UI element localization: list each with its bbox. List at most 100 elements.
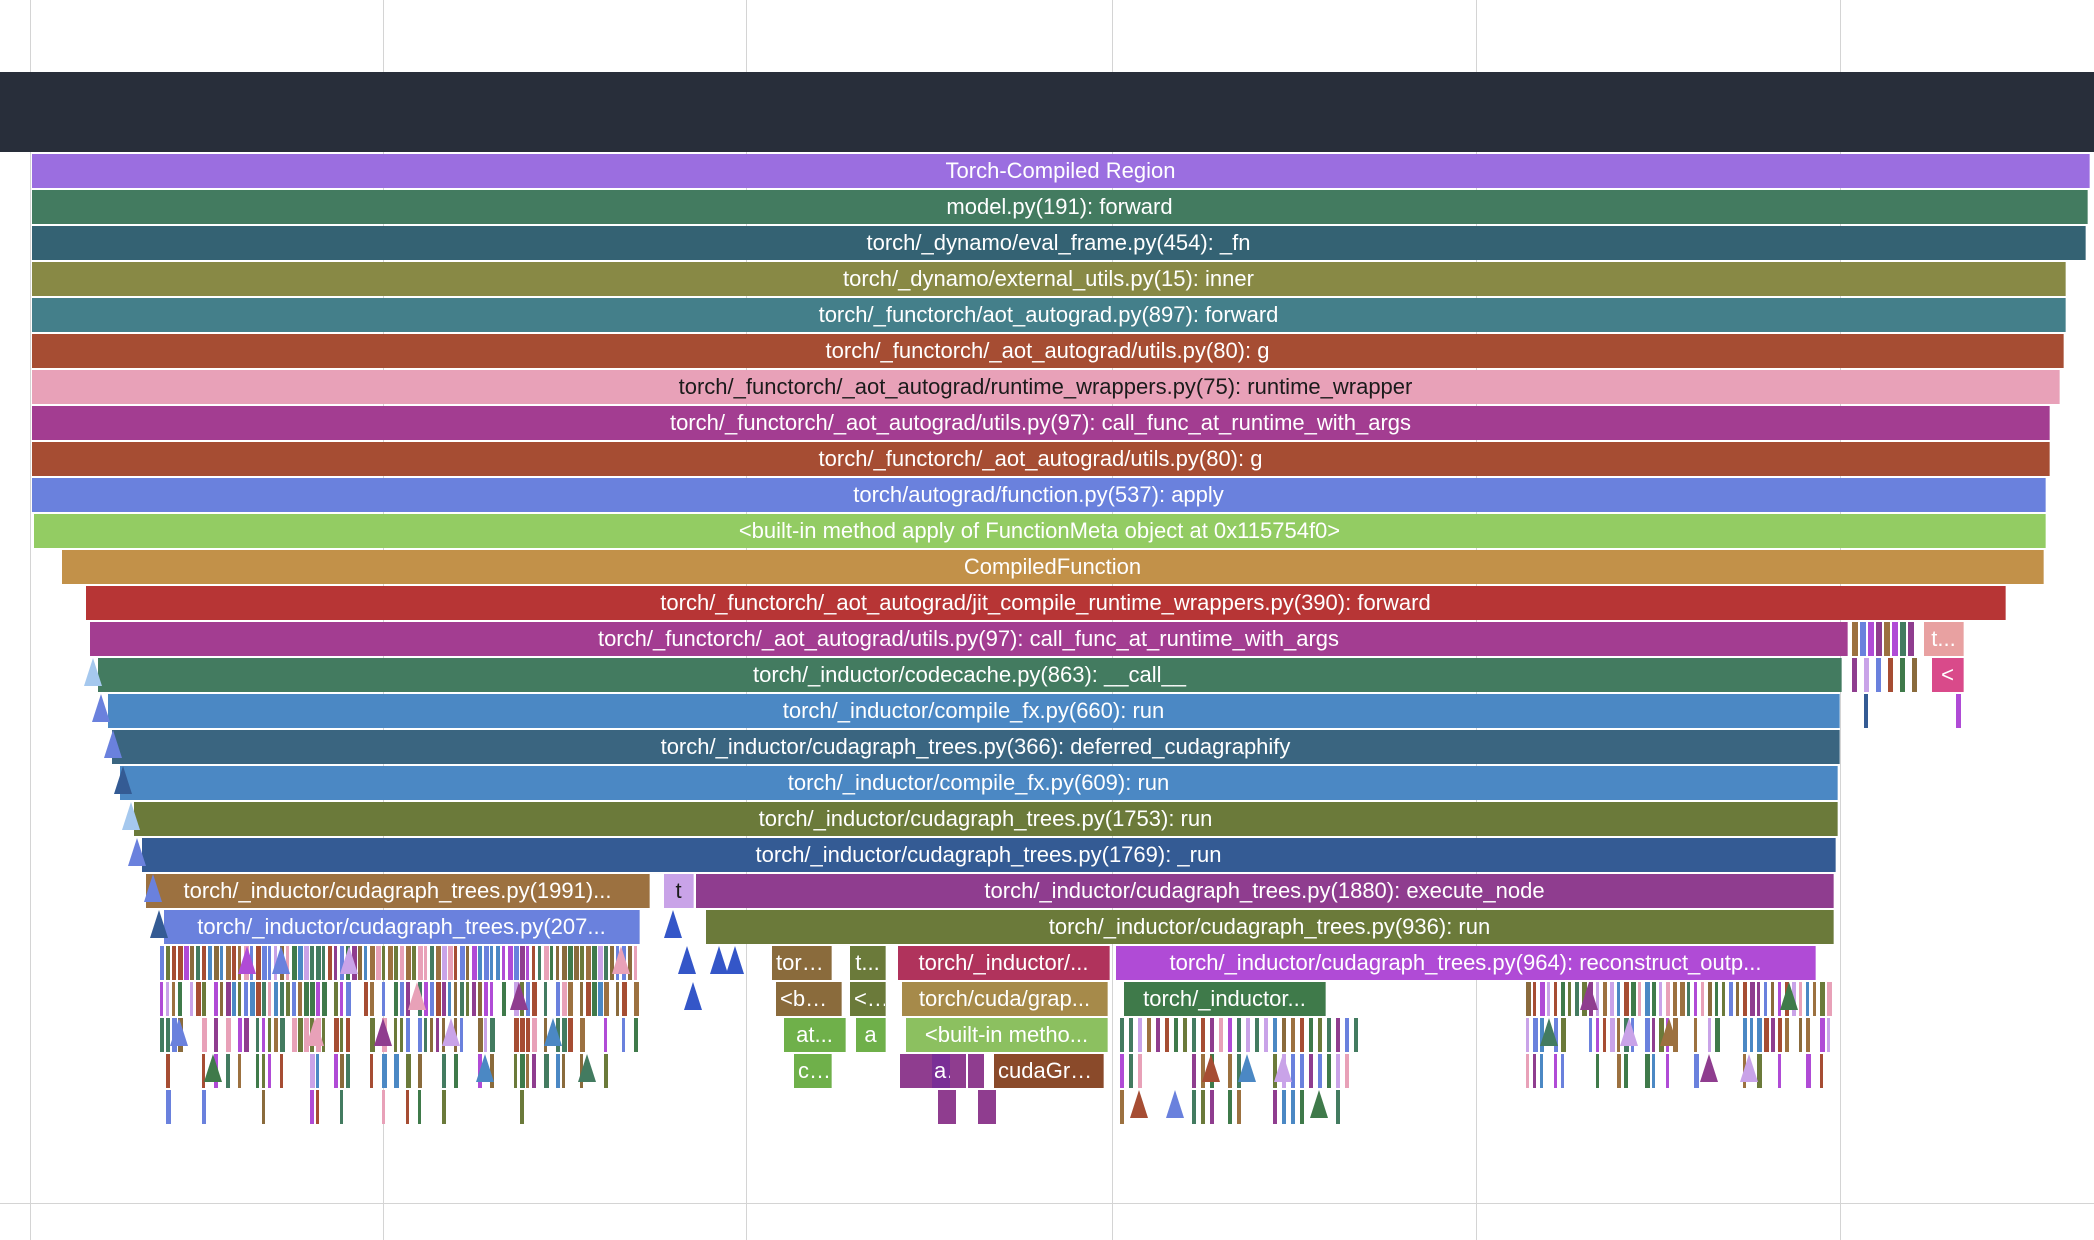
flame-sliver[interactable] xyxy=(382,1090,385,1124)
flame-frame[interactable]: torch/_inductor/cudagraph_trees.py(207..… xyxy=(164,910,640,944)
instant-event-marker[interactable] xyxy=(1274,1054,1292,1082)
flame-sliver[interactable] xyxy=(346,1054,350,1088)
flame-sliver[interactable] xyxy=(340,1018,343,1052)
flame-sliver[interactable] xyxy=(280,1054,283,1088)
flame-sliver[interactable] xyxy=(454,982,457,1016)
flame-sliver[interactable] xyxy=(370,946,375,980)
flame-sliver[interactable] xyxy=(406,1054,411,1088)
flame-frame[interactable]: < xyxy=(1932,658,1964,692)
flame-sliver[interactable] xyxy=(322,982,327,1016)
flame-sliver[interactable] xyxy=(1300,1054,1304,1088)
flame-sliver[interactable] xyxy=(202,982,206,1016)
flame-sliver[interactable] xyxy=(526,1054,529,1088)
flame-sliver[interactable] xyxy=(1291,1054,1295,1088)
flame-sliver[interactable] xyxy=(424,1018,427,1052)
flame-sliver[interactable] xyxy=(304,946,309,980)
flame-sliver[interactable] xyxy=(586,982,591,1016)
flame-sliver[interactable] xyxy=(1736,982,1739,1016)
flame-sliver[interactable] xyxy=(430,1018,433,1052)
flame-sliver[interactable] xyxy=(358,946,362,980)
flame-sliver[interactable] xyxy=(562,946,567,980)
flame-frame[interactable]: torch/_inductor/cudagraph_trees.py(1880)… xyxy=(696,874,1834,908)
flame-sliver[interactable] xyxy=(490,1018,495,1052)
flame-sliver[interactable] xyxy=(388,946,393,980)
flame-frame[interactable]: cudaGra... xyxy=(994,1054,1104,1088)
flame-sliver[interactable] xyxy=(1219,1018,1223,1052)
flame-sliver[interactable] xyxy=(1764,1018,1769,1052)
flame-sliver[interactable] xyxy=(292,946,297,980)
flame-sliver[interactable] xyxy=(220,982,223,1016)
flame-sliver[interactable] xyxy=(1701,982,1704,1016)
flame-frame[interactable]: torch/_functorch/_aot_autograd/utils.py(… xyxy=(32,334,2064,368)
flame-sliver[interactable] xyxy=(1210,1090,1214,1124)
instant-event-marker[interactable] xyxy=(1238,1054,1256,1082)
flame-sliver[interactable] xyxy=(1533,1054,1536,1088)
flame-sliver[interactable] xyxy=(340,1054,344,1088)
flame-sliver[interactable] xyxy=(466,946,469,980)
flame-sliver[interactable] xyxy=(166,1090,171,1124)
flame-sliver[interactable] xyxy=(460,982,464,1016)
flame-sliver[interactable] xyxy=(968,1054,984,1088)
flame-sliver[interactable] xyxy=(484,946,489,980)
instant-event-marker[interactable] xyxy=(104,730,122,758)
instant-event-marker[interactable] xyxy=(678,946,696,974)
flame-sliver[interactable] xyxy=(1237,1018,1241,1052)
flame-sliver[interactable] xyxy=(634,1018,638,1052)
flame-sliver[interactable] xyxy=(178,982,182,1016)
flame-sliver[interactable] xyxy=(166,982,169,1016)
flame-sliver[interactable] xyxy=(1138,1018,1142,1052)
flame-sliver[interactable] xyxy=(1526,1054,1529,1088)
flame-sliver[interactable] xyxy=(1526,1018,1529,1052)
flame-sliver[interactable] xyxy=(1147,1018,1151,1052)
flame-sliver[interactable] xyxy=(1799,982,1802,1016)
flame-sliver[interactable] xyxy=(1120,1054,1124,1088)
flame-sliver[interactable] xyxy=(262,982,266,1016)
flame-sliver[interactable] xyxy=(1291,1090,1295,1124)
flame-sliver[interactable] xyxy=(950,1054,966,1088)
flame-sliver[interactable] xyxy=(514,1018,519,1052)
flame-sliver[interactable] xyxy=(502,982,506,1016)
flame-sliver[interactable] xyxy=(412,946,416,980)
flame-sliver[interactable] xyxy=(1540,1054,1543,1088)
flame-sliver[interactable] xyxy=(514,1054,517,1088)
flame-sliver[interactable] xyxy=(298,982,302,1016)
flame-sliver[interactable] xyxy=(1645,982,1650,1016)
flame-sliver[interactable] xyxy=(250,982,255,1016)
flame-sliver[interactable] xyxy=(1336,1090,1340,1124)
instant-event-marker[interactable] xyxy=(306,1018,324,1046)
flame-sliver[interactable] xyxy=(1336,1018,1340,1052)
flame-sliver[interactable] xyxy=(1624,1054,1628,1088)
flame-sliver[interactable] xyxy=(400,982,404,1016)
instant-event-marker[interactable] xyxy=(92,694,110,722)
flame-sliver[interactable] xyxy=(1659,982,1662,1016)
flame-frame[interactable]: t... xyxy=(850,946,886,980)
flame-sliver[interactable] xyxy=(1708,1018,1711,1052)
flame-sliver[interactable] xyxy=(556,982,560,1016)
flame-sliver[interactable] xyxy=(490,982,493,1016)
flame-sliver[interactable] xyxy=(1589,1018,1592,1052)
flame-sliver[interactable] xyxy=(532,982,537,1016)
flame-sliver[interactable] xyxy=(340,982,343,1016)
flame-sliver[interactable] xyxy=(214,946,219,980)
flame-sliver[interactable] xyxy=(1526,982,1531,1016)
flame-frame[interactable]: torch/_functorch/_aot_autograd/runtime_w… xyxy=(32,370,2060,404)
flame-sliver[interactable] xyxy=(196,946,200,980)
flame-sliver[interactable] xyxy=(1864,694,1868,728)
flame-sliver[interactable] xyxy=(226,982,231,1016)
flame-sliver[interactable] xyxy=(568,946,573,980)
flame-sliver[interactable] xyxy=(472,946,477,980)
flame-sliver[interactable] xyxy=(1273,1018,1277,1052)
flame-sliver[interactable] xyxy=(166,946,170,980)
flame-sliver[interactable] xyxy=(1785,1018,1789,1052)
flame-sliver[interactable] xyxy=(328,946,332,980)
flame-sliver[interactable] xyxy=(382,946,385,980)
flame-sliver[interactable] xyxy=(580,982,583,1016)
flame-sliver[interactable] xyxy=(478,1018,483,1052)
flame-sliver[interactable] xyxy=(520,1054,525,1088)
flame-sliver[interactable] xyxy=(262,1018,265,1052)
flame-sliver[interactable] xyxy=(550,946,553,980)
flame-sliver[interactable] xyxy=(1561,1054,1564,1088)
instant-event-marker[interactable] xyxy=(1700,1054,1718,1082)
flame-sliver[interactable] xyxy=(316,982,320,1016)
instant-event-marker[interactable] xyxy=(150,910,168,938)
